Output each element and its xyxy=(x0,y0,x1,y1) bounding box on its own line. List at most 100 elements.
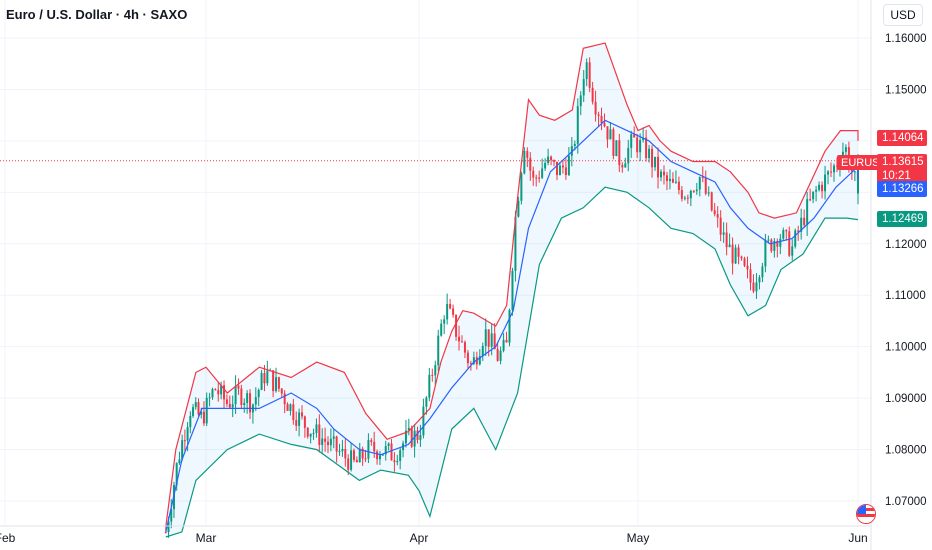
candle-body xyxy=(312,432,315,434)
candle-body xyxy=(710,192,713,211)
candle-body xyxy=(419,435,422,440)
candle-body xyxy=(591,87,594,102)
candle-body xyxy=(701,177,704,179)
candle-body xyxy=(612,129,615,157)
candle-body xyxy=(266,370,269,384)
candle-body xyxy=(704,177,707,194)
candle-body xyxy=(352,450,355,460)
candle-body xyxy=(564,167,567,176)
middle-band-tag: 1.13266 xyxy=(877,181,927,197)
candle-body xyxy=(680,190,683,199)
candle-body xyxy=(713,210,716,215)
candle-body xyxy=(618,140,621,166)
candle-body xyxy=(609,129,612,140)
candle-body xyxy=(318,424,321,445)
y-tick-label: 1.11000 xyxy=(885,290,926,302)
candle-body xyxy=(600,115,603,123)
candle-body xyxy=(338,451,341,453)
candle-body xyxy=(651,148,654,168)
candle-body xyxy=(404,430,407,444)
y-tick-label: 1.07000 xyxy=(885,496,927,508)
candle-body xyxy=(698,177,701,190)
candle-body xyxy=(812,191,815,200)
candle-body xyxy=(737,247,740,257)
candle-body xyxy=(220,385,223,395)
candle-body xyxy=(490,333,493,347)
candle-body xyxy=(707,192,710,194)
candle-body xyxy=(413,430,416,447)
candle-body xyxy=(499,350,502,361)
currency-button[interactable]: USD xyxy=(883,4,923,26)
candle-body xyxy=(689,190,692,199)
candle-body xyxy=(550,156,553,161)
candle-body xyxy=(321,438,324,445)
y-tick-label: 1.15000 xyxy=(885,84,927,96)
candle-body xyxy=(200,411,203,415)
candle-body xyxy=(194,402,197,408)
candle-body xyxy=(286,404,289,411)
candle-body xyxy=(208,397,211,399)
candle-body xyxy=(740,256,743,259)
candle-body xyxy=(475,357,478,365)
candle-body xyxy=(824,174,827,192)
candle-body xyxy=(469,363,472,365)
candle-body xyxy=(830,171,833,173)
candle-body xyxy=(455,314,458,337)
candle-body xyxy=(529,157,532,171)
candle-body xyxy=(731,244,734,264)
candle-body xyxy=(502,339,505,351)
candle-body xyxy=(449,304,452,309)
candle-body xyxy=(175,463,178,486)
candle-body xyxy=(630,134,633,148)
eu-flag-icon[interactable] xyxy=(856,504,876,524)
last-price-tag: 1.13615 10:21 xyxy=(877,154,927,184)
candle-body xyxy=(785,230,788,232)
candle-body xyxy=(263,373,266,384)
candle-body xyxy=(532,170,535,178)
candle-body xyxy=(472,357,475,365)
candle-body xyxy=(234,385,237,405)
candle-body xyxy=(452,308,455,315)
candle-body xyxy=(582,79,585,96)
candle-body xyxy=(446,304,449,320)
candle-body xyxy=(283,393,286,405)
candle-body xyxy=(573,143,576,147)
candle-body xyxy=(183,440,186,442)
candle-body xyxy=(350,450,353,470)
candle-body xyxy=(289,404,292,411)
y-tick-label: 1.16000 xyxy=(885,33,927,45)
candle-body xyxy=(364,458,367,460)
candle-body xyxy=(463,342,466,353)
candle-body xyxy=(315,424,318,433)
candle-body xyxy=(821,184,824,192)
candle-body xyxy=(431,374,434,376)
candle-body xyxy=(341,448,344,452)
candle-body xyxy=(746,265,749,270)
candle-body xyxy=(214,389,217,391)
candle-body xyxy=(615,140,618,157)
candle-body xyxy=(624,163,627,168)
candle-body xyxy=(606,126,609,140)
candle-body xyxy=(410,427,413,447)
candle-body xyxy=(493,333,496,350)
candle-body xyxy=(217,390,220,395)
y-tick-label: 1.08000 xyxy=(885,445,927,457)
candle-body xyxy=(719,217,722,235)
candle-body xyxy=(725,232,728,248)
candle-body xyxy=(662,171,665,176)
y-tick-label: 1.12000 xyxy=(885,239,927,251)
candle-body xyxy=(761,266,764,278)
candle-body xyxy=(695,189,698,192)
x-tick-label: Jun xyxy=(848,531,867,545)
candle-body xyxy=(373,441,376,452)
candle-body xyxy=(603,122,606,127)
candle-body xyxy=(844,147,847,152)
candle-body xyxy=(181,440,184,460)
candle-body xyxy=(776,241,779,247)
candle-body xyxy=(309,433,312,437)
candle-body xyxy=(367,440,370,459)
candle-body xyxy=(257,389,260,398)
candle-body xyxy=(514,216,517,271)
candle-body xyxy=(223,385,226,400)
